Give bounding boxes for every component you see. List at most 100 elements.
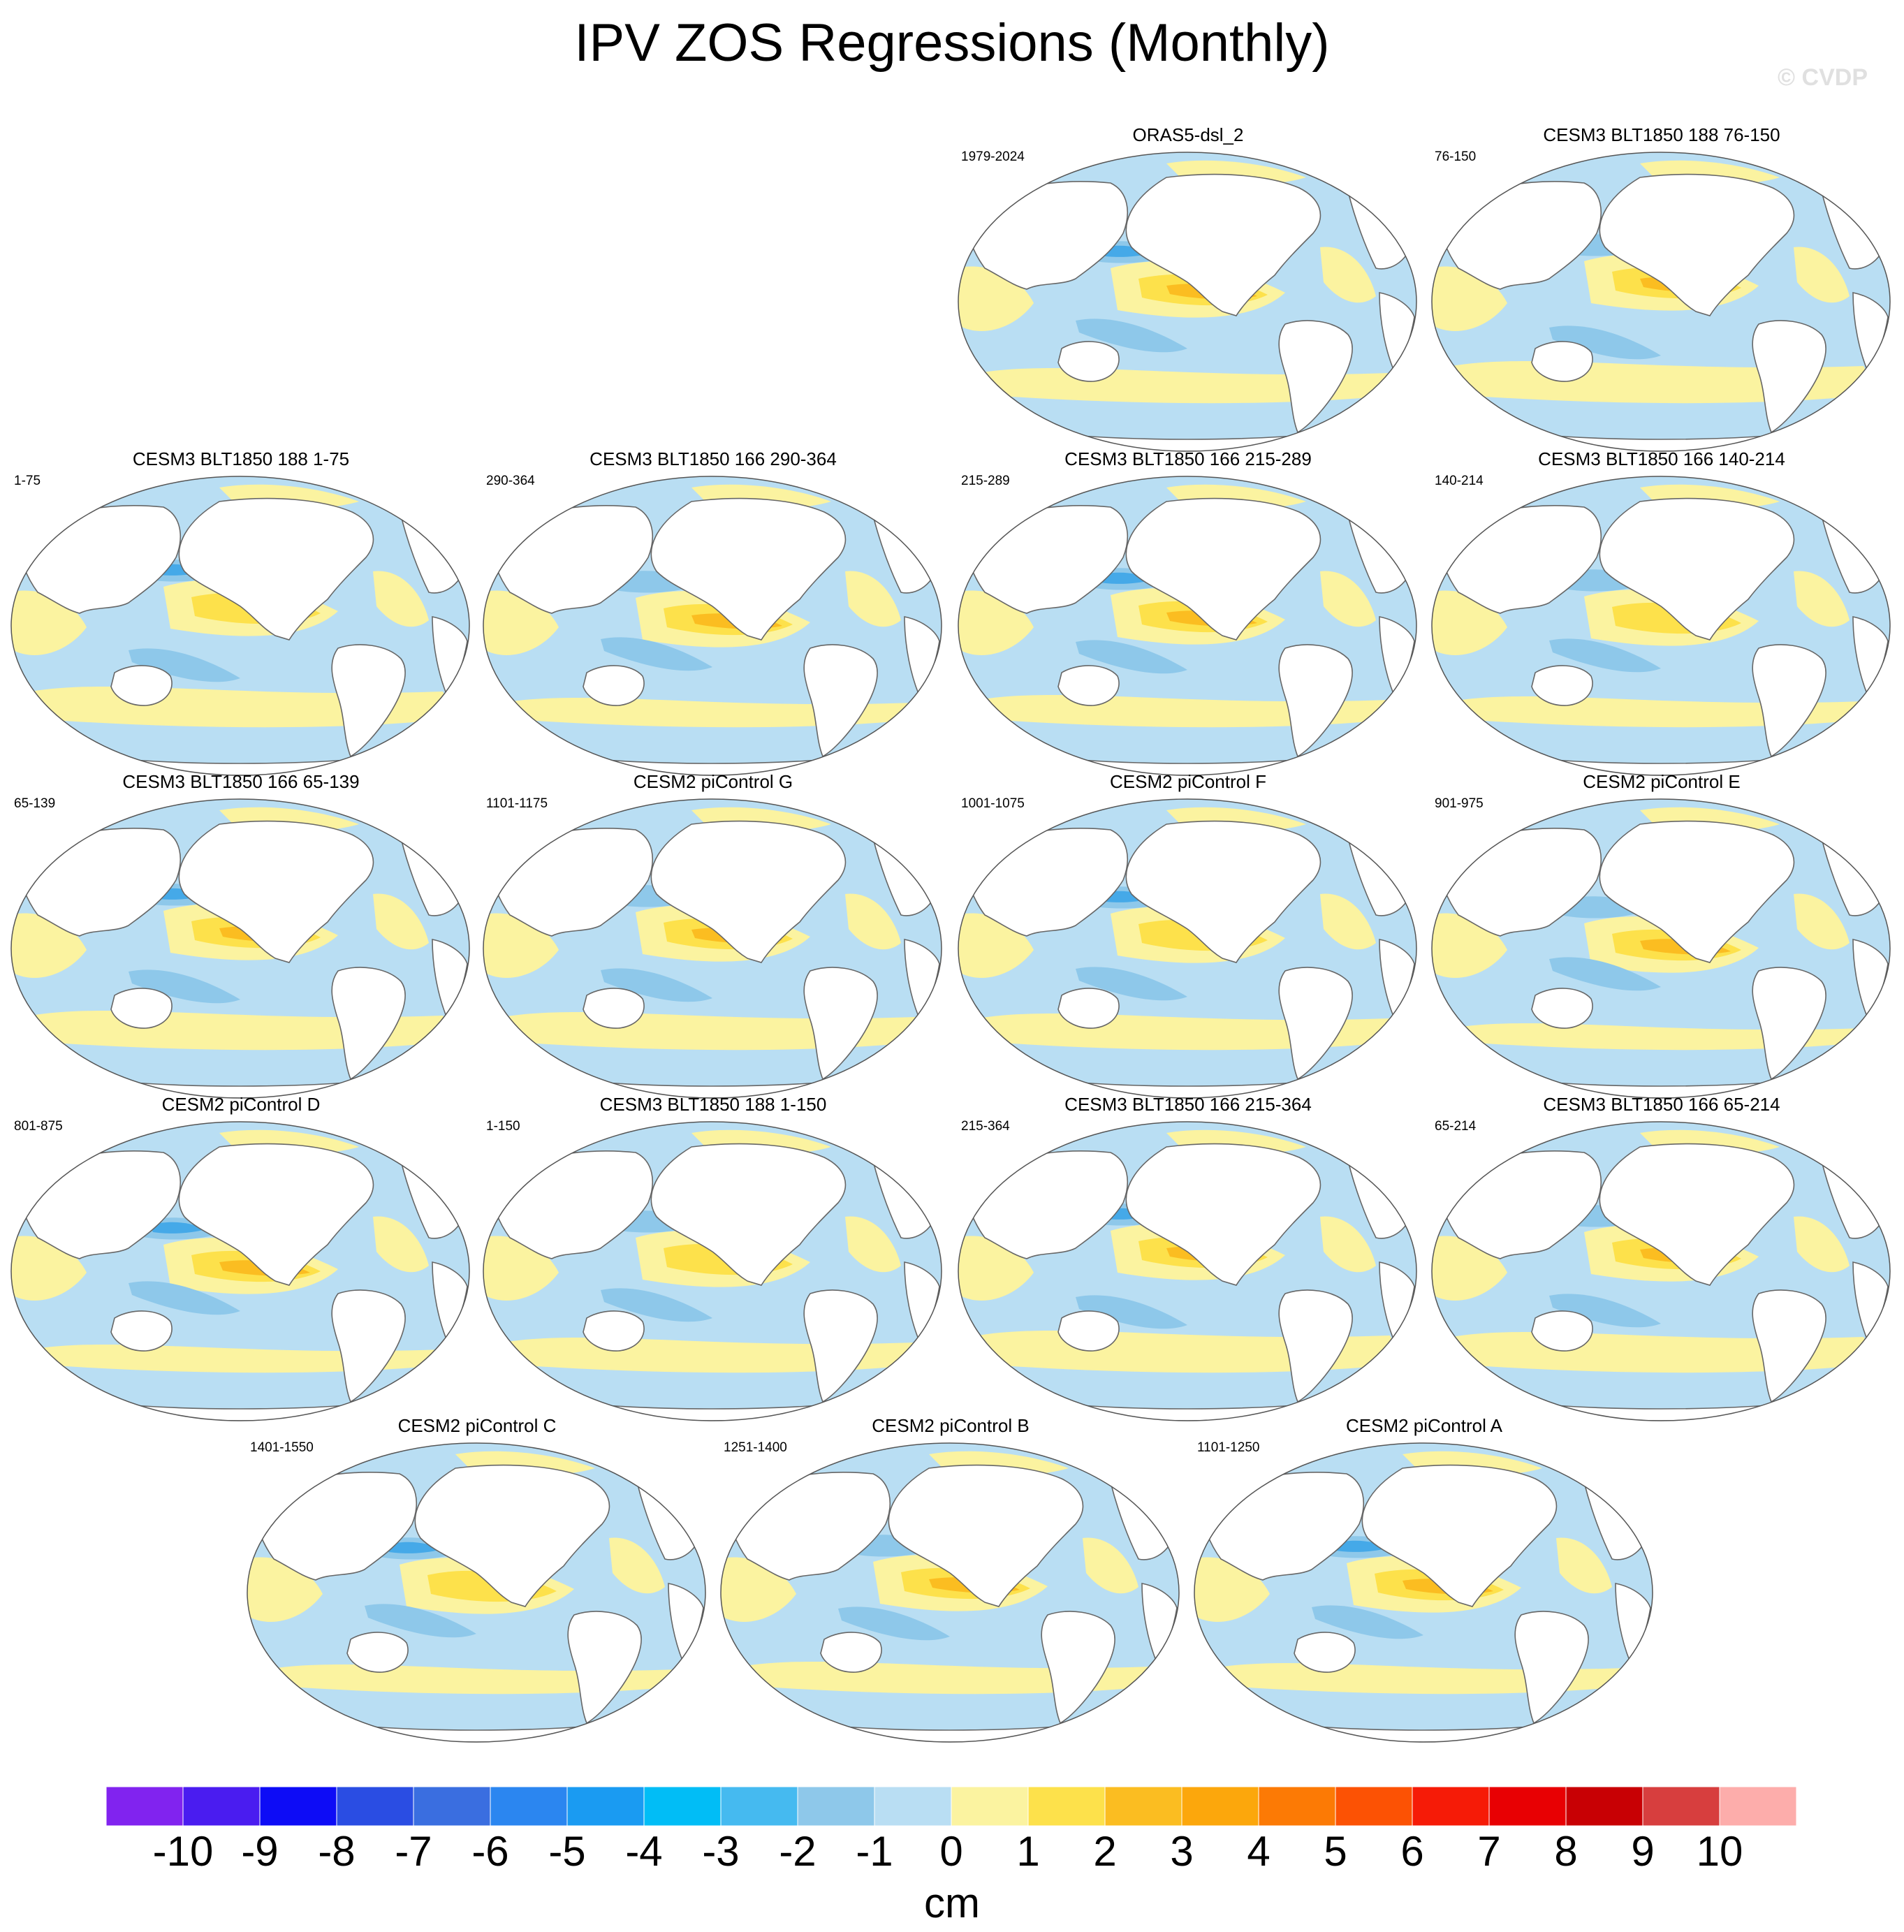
colorbar-tick-label: 10 — [1696, 1828, 1743, 1875]
landmass — [650, 820, 847, 963]
world-map — [483, 476, 942, 776]
colorbar-swatch — [566, 1787, 645, 1826]
landmass — [803, 967, 878, 1081]
map-panel: CESM2 piControl E 901-975 — [1430, 771, 1893, 1099]
colorbar-tick-label: -10 — [152, 1828, 214, 1875]
map-border — [483, 798, 942, 1099]
landmass — [1531, 988, 1593, 1029]
colorbar-tick-label: 1 — [1016, 1828, 1040, 1875]
landmass — [178, 820, 374, 963]
landmass — [178, 1143, 374, 1286]
colorbar-tick-label: -9 — [241, 1828, 279, 1875]
landmass — [803, 644, 878, 758]
colorbar-tick-label: 0 — [939, 1828, 963, 1875]
map-border — [720, 1442, 1180, 1743]
colorbar-tick-label: 4 — [1247, 1828, 1270, 1875]
map-panel: CESM2 piControl C 1401-1550 — [246, 1415, 708, 1743]
panel-period: 1001-1075 — [961, 796, 1025, 811]
colorbar-swatch — [490, 1787, 568, 1826]
landmass — [1057, 341, 1120, 382]
colorbar-tick-label: -5 — [548, 1828, 586, 1875]
world-map — [10, 476, 470, 776]
landmass — [414, 1464, 610, 1607]
map-panel: CESM3 BLT1850 188 76-150 76-150 — [1430, 124, 1893, 452]
map-panel: CESM3 BLT1850 188 1-75 1-75 — [10, 448, 472, 776]
landmass — [1514, 1611, 1589, 1725]
panel-period: 901-975 — [1435, 796, 1484, 811]
landmass — [583, 665, 645, 706]
panel-title: ORAS5-dsl_2 — [1132, 124, 1244, 145]
landmass — [1041, 1611, 1115, 1725]
panel-period: 290-364 — [486, 474, 535, 488]
landmass — [583, 1310, 645, 1352]
map-border — [10, 798, 470, 1099]
map-panel: CESM3 BLT1850 166 65-214 65-214 — [1430, 1094, 1893, 1421]
panel-title: CESM3 BLT1850 166 215-289 — [1064, 448, 1312, 469]
landmass — [820, 1632, 882, 1673]
landmass — [1278, 320, 1353, 434]
panel-title: CESM2 piControl F — [1110, 771, 1266, 792]
world-map — [1431, 152, 1891, 452]
colorbar-tick-label: -4 — [625, 1828, 663, 1875]
map-panel: CESM2 piControl B 1251-1400 — [719, 1415, 1182, 1743]
colorbar-tick-label: -6 — [471, 1828, 509, 1875]
colorbar-swatch — [1335, 1787, 1413, 1826]
landmass — [346, 1632, 409, 1673]
colorbar-swatch — [413, 1787, 491, 1826]
colorbar-swatch — [1642, 1787, 1720, 1826]
world-map — [247, 1442, 706, 1743]
colorbar — [106, 1787, 1796, 1826]
map-border — [958, 152, 1417, 452]
map-border — [1431, 476, 1891, 776]
landmass — [1752, 967, 1826, 1081]
colorbar-tick-label: 8 — [1554, 1828, 1578, 1875]
landmass — [1599, 820, 1795, 963]
world-map — [10, 798, 470, 1099]
colorbar-units: cm — [924, 1880, 980, 1926]
panel-title: CESM2 piControl G — [633, 771, 793, 792]
landmass — [110, 988, 173, 1029]
world-map — [958, 476, 1417, 776]
panel-title: CESM3 BLT1850 188 1-75 — [132, 448, 350, 469]
landmass — [650, 497, 847, 641]
panel-title: CESM2 piControl A — [1346, 1415, 1502, 1436]
landmass — [650, 1143, 847, 1286]
colorbar-tick-label: 3 — [1170, 1828, 1194, 1875]
world-map — [483, 1121, 942, 1421]
landmass — [110, 665, 173, 706]
landmass — [1752, 320, 1826, 434]
colorbar-swatch — [106, 1787, 184, 1826]
panel-period: 1-150 — [486, 1119, 520, 1134]
landmass — [1531, 341, 1593, 382]
panel-title: CESM2 piControl D — [161, 1094, 321, 1115]
panel-period: 1251-1400 — [724, 1440, 787, 1455]
colorbar-swatch — [1565, 1787, 1643, 1826]
map-border — [958, 798, 1417, 1099]
landmass — [1125, 173, 1321, 316]
world-map — [1431, 798, 1891, 1099]
panel-title: CESM3 BLT1850 166 290-364 — [589, 448, 837, 469]
watermark: © CVDP — [1778, 64, 1868, 91]
panel-title: CESM2 piControl E — [1583, 771, 1741, 792]
world-map — [1194, 1442, 1653, 1743]
map-panel: CESM2 piControl A 1101-1250 — [1193, 1415, 1655, 1743]
colorbar-tick-label: 9 — [1631, 1828, 1655, 1875]
map-border — [483, 1121, 942, 1421]
landmass — [331, 1289, 406, 1403]
map-border — [1431, 1121, 1891, 1421]
colorbar-swatch — [797, 1787, 875, 1826]
landmass — [1294, 1632, 1356, 1673]
map-border — [1431, 798, 1891, 1099]
panel-period: 1101-1175 — [486, 796, 548, 811]
panel-period: 1-75 — [14, 474, 41, 488]
panel-period: 1401-1550 — [250, 1440, 314, 1455]
colorbar-swatch — [1719, 1787, 1796, 1826]
map-border — [958, 476, 1417, 776]
landmass — [110, 1310, 173, 1352]
colorbar-swatch — [259, 1787, 337, 1826]
colorbar-tick-label: 2 — [1093, 1828, 1117, 1875]
landmass — [1125, 820, 1321, 963]
colorbar-swatch — [1104, 1787, 1182, 1826]
map-border — [247, 1442, 706, 1743]
world-map — [958, 798, 1417, 1099]
